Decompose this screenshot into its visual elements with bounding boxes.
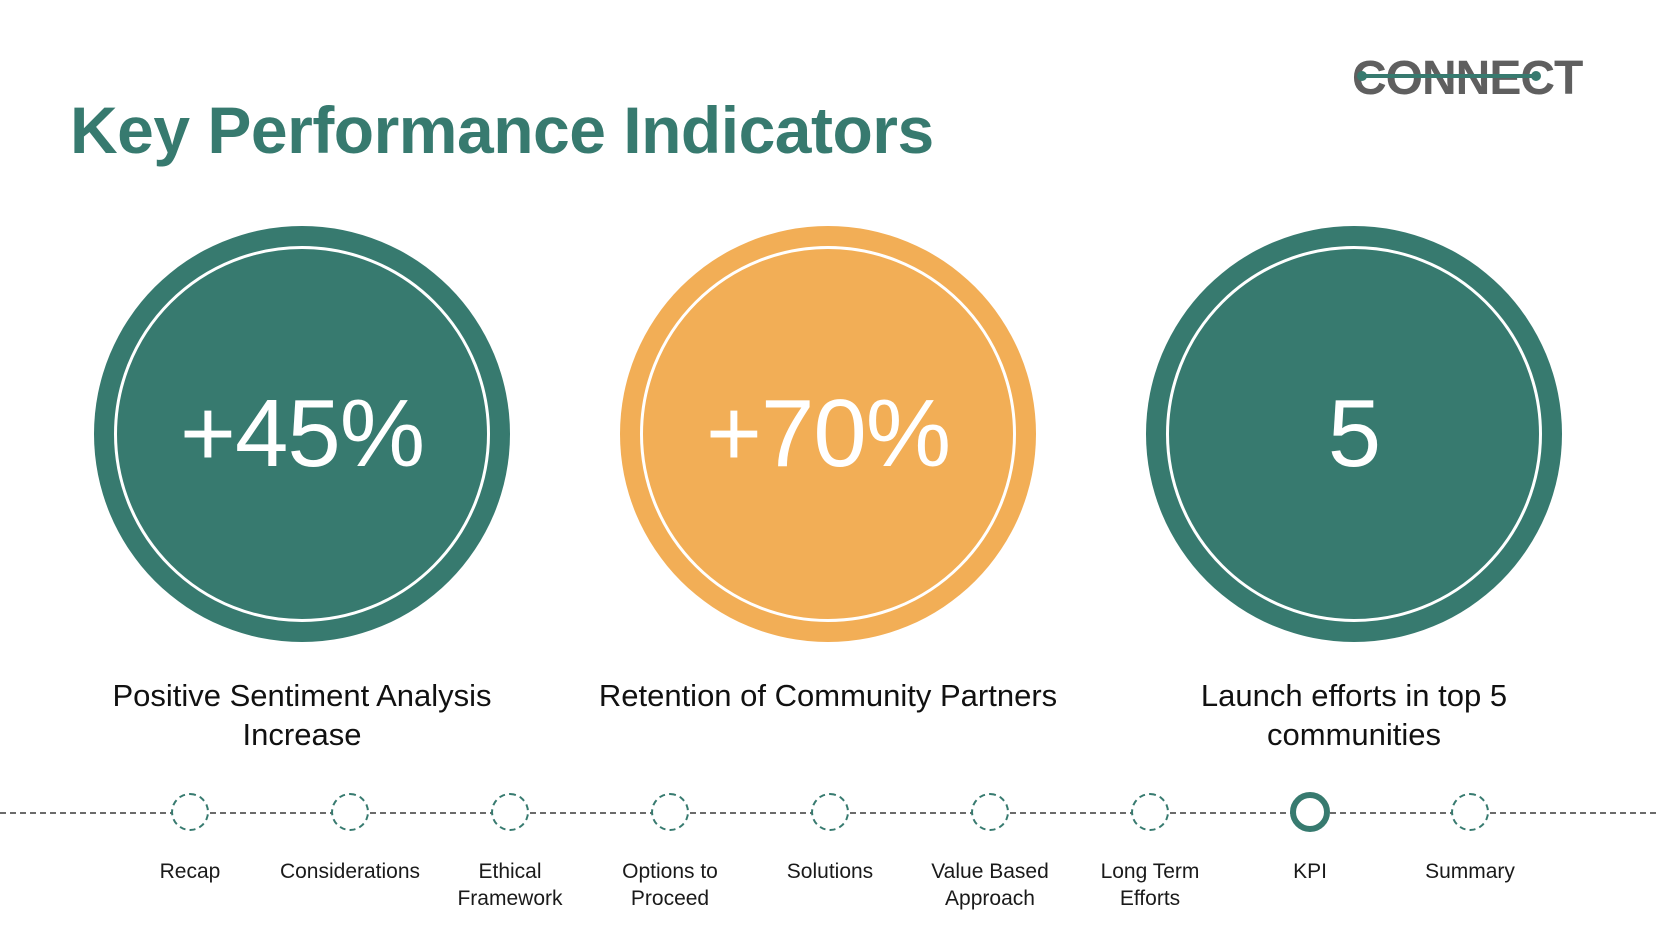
kpi-inner-ring: 5 (1166, 246, 1542, 622)
kpi-caption-sentiment: Positive Sentiment Analysis Increase (112, 678, 492, 752)
timeline-label: Long Term Efforts (1100, 860, 1200, 910)
timeline-label: Recap (159, 860, 221, 883)
timeline-node[interactable] (651, 793, 689, 831)
page-title: Key Performance Indicators (70, 93, 934, 167)
kpi-circle-sentiment: +45% (94, 226, 510, 642)
timeline-node[interactable] (1451, 793, 1489, 831)
timeline-label: Ethical Framework (457, 860, 563, 910)
timeline-label: Summary (1425, 860, 1515, 883)
timeline-node-active[interactable] (1290, 792, 1330, 832)
timeline-node[interactable] (331, 793, 369, 831)
kpi-caption-launch: Launch efforts in top 5 communities (1200, 678, 1508, 752)
timeline-node[interactable] (171, 793, 209, 831)
kpi-value-retention: +70% (705, 380, 951, 487)
timeline-node[interactable] (491, 793, 529, 831)
timeline-label: KPI (1293, 860, 1327, 883)
timeline-label: Options to Proceed (622, 860, 718, 910)
kpi-circle-retention: +70% (620, 226, 1036, 642)
kpi-value-launch: 5 (1327, 380, 1381, 487)
timeline-label: Solutions (786, 860, 874, 883)
timeline-node[interactable] (811, 793, 849, 831)
kpi-circle-launch: 5 (1146, 226, 1562, 642)
timeline-node[interactable] (971, 793, 1009, 831)
timeline-label: Value Based Approach (931, 860, 1049, 910)
kpi-value-sentiment: +45% (179, 380, 425, 487)
connect-logo: CONNECT (1348, 48, 1598, 108)
timeline-node[interactable] (1131, 793, 1169, 831)
kpi-inner-ring: +45% (114, 246, 490, 622)
kpi-caption-retention: Retention of Community Partners (598, 678, 1058, 713)
timeline-label: Considerations (279, 860, 421, 883)
connect-logo-text: CONNECT (1352, 52, 1583, 105)
kpi-inner-ring: +70% (640, 246, 1016, 622)
